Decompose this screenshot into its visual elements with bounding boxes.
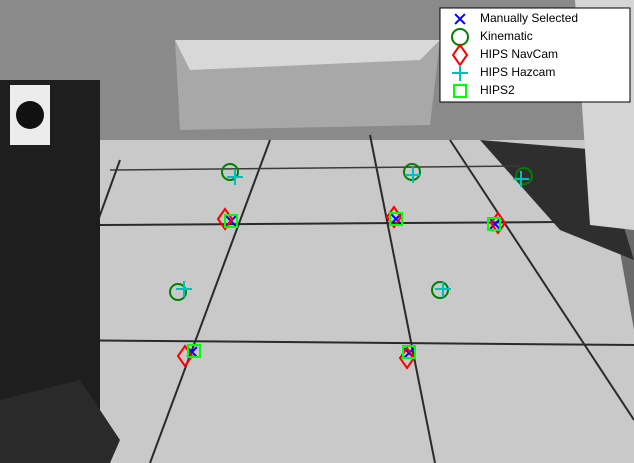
legend-label: HIPS Hazcam [480, 65, 555, 79]
legend: Manually Selected Kinematic HIPS NavCam HIP… [440, 8, 630, 102]
figure: Manually Selected Kinematic HIPS NavCam HIP… [0, 0, 634, 463]
legend-label: HIPS NavCam [480, 47, 558, 61]
legend-label: Manually Selected [480, 11, 578, 25]
legend-label: HIPS2 [480, 83, 515, 97]
legend-label: Kinematic [480, 29, 533, 43]
